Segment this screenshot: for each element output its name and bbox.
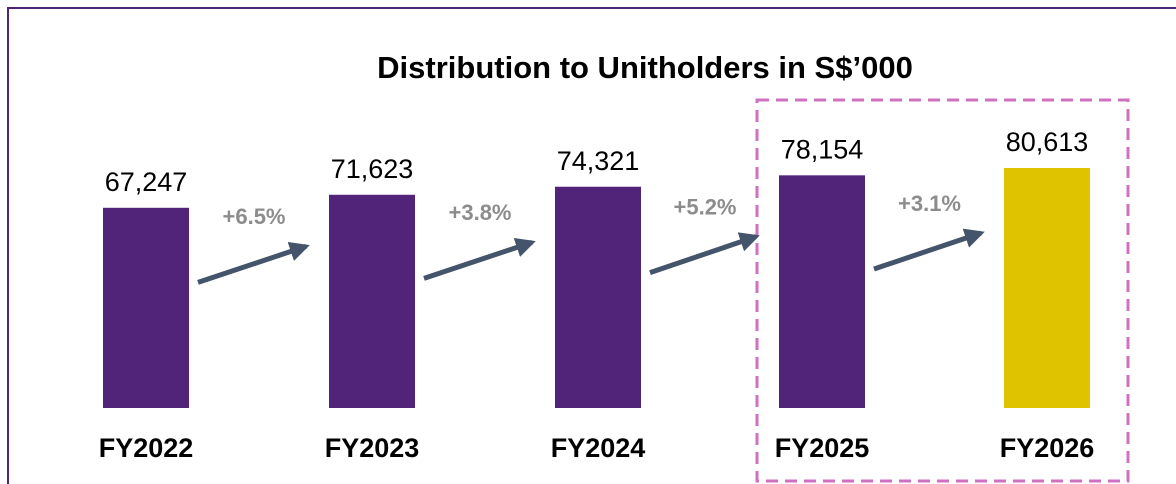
growth-arrow	[197, 241, 310, 285]
category-label: FY2022	[99, 433, 194, 463]
value-label: 67,247	[105, 167, 188, 197]
growth-arrow	[423, 237, 536, 281]
bar	[779, 175, 865, 408]
frame	[7, 7, 1176, 484]
growth-label: +5.2%	[674, 194, 737, 219]
value-label: 80,613	[1006, 127, 1089, 157]
growth-label: +3.8%	[449, 200, 512, 225]
category-label: FY2024	[551, 433, 646, 463]
bar	[1004, 168, 1090, 408]
bar	[555, 186, 641, 408]
category-label: FY2025	[775, 433, 870, 463]
growth-label: +3.1%	[898, 191, 961, 216]
category-label: FY2023	[325, 433, 420, 463]
highlight-box	[755, 98, 1130, 483]
value-label: 78,154	[781, 134, 864, 164]
growth-arrow	[649, 232, 760, 276]
category-label: FY2026	[1000, 433, 1095, 463]
bar	[329, 194, 415, 408]
chart-title: Distribution to Unitholders in S$’000	[377, 50, 913, 85]
value-label: 74,321	[557, 146, 640, 176]
bar	[103, 207, 189, 408]
value-label: 71,623	[331, 154, 414, 184]
growth-label: +6.5%	[223, 204, 286, 229]
growth-arrow	[873, 228, 985, 272]
